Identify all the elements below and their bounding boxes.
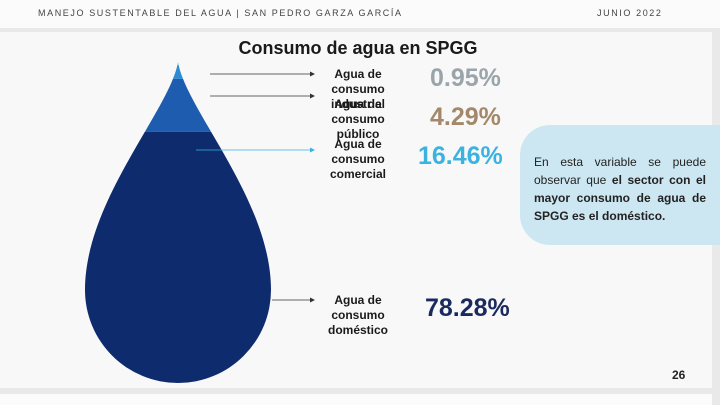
page-number: 26 <box>672 368 686 382</box>
callout-text: En esta variable se puede observar que e… <box>534 153 706 225</box>
footer-bar <box>0 394 712 405</box>
value-label: 78.28% <box>425 294 510 322</box>
arrow-head <box>310 297 315 303</box>
arrow-head <box>310 71 315 77</box>
header-right: JUNIO 2022 <box>597 8 663 18</box>
category-label: Agua de consumo doméstico <box>327 293 388 337</box>
arrow-head <box>310 147 315 153</box>
category-label: Agua de consumo comercial <box>329 137 387 181</box>
chart-title: Consumo de agua en SPGG <box>238 38 478 58</box>
header-left: MANEJO SUSTENTABLE DEL AGUA | SAN PEDRO … <box>38 8 403 18</box>
drop-band <box>85 62 271 66</box>
note-bold: el sector con el mayor consumo de agua d… <box>534 173 707 223</box>
value-label: 0.95% <box>430 64 501 92</box>
drop-band <box>85 131 271 383</box>
drop-band <box>85 78 271 132</box>
category-label: Agua de consumo industrial <box>330 67 385 111</box>
arrow-head <box>310 93 315 99</box>
header: MANEJO SUSTENTABLE DEL AGUA | SAN PEDRO … <box>0 0 720 28</box>
callout: En esta variable se puede observar que e… <box>520 125 720 245</box>
category-label: Agua de consumo público <box>331 97 385 141</box>
value-label: 4.29% <box>430 103 501 131</box>
value-label: 16.46% <box>418 142 503 170</box>
drop-band <box>85 65 271 79</box>
note-text: En esta variable se puede observar que <box>534 155 706 187</box>
